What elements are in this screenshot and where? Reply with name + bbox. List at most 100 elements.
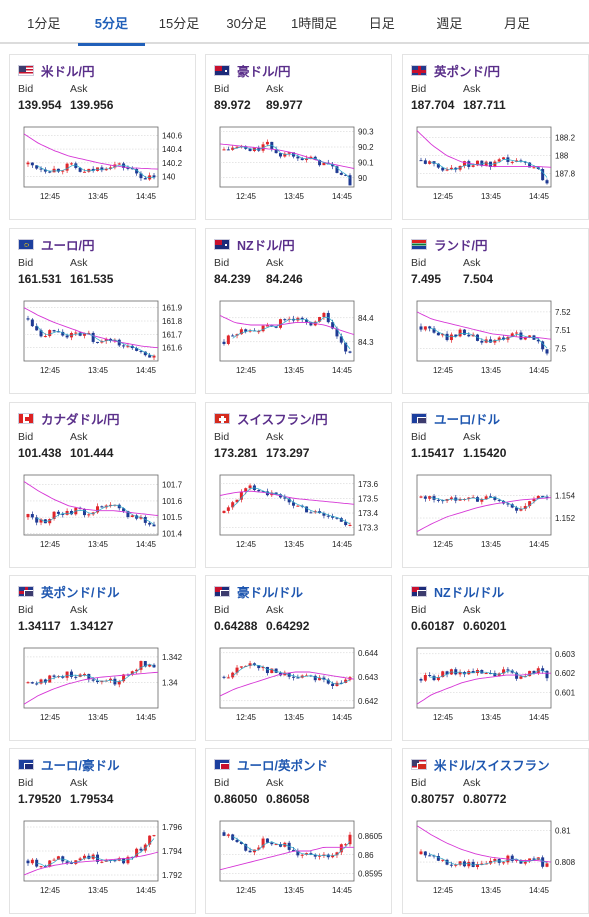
y-tick-label: 161.6: [162, 344, 183, 353]
candle-body: [523, 676, 527, 678]
candle-body: [43, 679, 47, 683]
candlestick-chart[interactable]: 7.52 7.51 7.5 12:45 13:45 14:45: [403, 295, 589, 393]
card-title[interactable]: 豪ドル/ドル: [214, 583, 303, 600]
candle-body: [109, 504, 113, 506]
rate-card[interactable]: 米ドル/スイスフラン Bid Ask 0.80757 0.80772 0.81 0.808 1…: [402, 748, 589, 914]
card-title[interactable]: 豪ドル/円: [214, 62, 291, 79]
pair-name[interactable]: 米ドル/円: [41, 64, 95, 79]
candle-body: [480, 340, 484, 343]
tab-4[interactable]: 1時間足: [291, 15, 338, 31]
candlestick-chart[interactable]: 1.154 1.152 12:45 13:45 14:45: [403, 469, 589, 567]
candle-body: [335, 166, 339, 173]
rate-card[interactable]: ユーロ/豪ドル Bid Ask 1.79520 1.79534 1.796 1.794 1.7…: [9, 748, 196, 914]
candle-body: [257, 490, 261, 492]
candlestick-chart[interactable]: 173.6 173.5 173.4 173.3 12:45 13:45 14:45: [206, 469, 393, 567]
candle-body: [65, 671, 69, 678]
candlestick-chart[interactable]: 84.4 84.3 12:45 13:45 14:45: [206, 295, 393, 393]
tab-1[interactable]: 5分足: [77, 0, 146, 46]
card-title[interactable]: 英ポンド/円: [411, 62, 500, 79]
tab-6[interactable]: 週足: [436, 15, 463, 31]
candle-body: [122, 345, 126, 347]
card-title[interactable]: ランド/円: [411, 236, 488, 253]
candle-body: [226, 507, 230, 511]
card-title[interactable]: 米ドル/スイスフラン: [411, 756, 550, 773]
candlestick-chart[interactable]: 0.8605 0.86 0.8595 12:45 13:45 14:45: [206, 815, 393, 913]
plot-frame: [23, 300, 159, 362]
candlestick-chart[interactable]: 1.796 1.794 1.792 12:45 13:45 14:45: [10, 815, 197, 913]
card-title[interactable]: NZドル/ドル: [411, 583, 505, 600]
candle-body: [139, 848, 143, 851]
bid-label: Bid: [411, 431, 427, 443]
card-title[interactable]: ユーロ/英ポンド: [214, 756, 328, 773]
rate-card[interactable]: カナダドル/円 Bid Ask 101.438 101.444 101.7 101.6 101…: [9, 402, 196, 568]
candle-body: [74, 676, 78, 678]
pair-name[interactable]: NZドル/円: [237, 238, 295, 253]
bid-value: 139.954: [18, 98, 62, 112]
candle-body: [113, 860, 117, 862]
rate-card[interactable]: NZドル/円 Bid Ask 84.239 84.246 84.4 84.3 12:45 13:…: [205, 228, 392, 394]
candle-body: [532, 858, 536, 860]
candlestick-chart[interactable]: 90.3 90.2 90.1 90 12:45 13:45 14:45: [206, 121, 393, 219]
card-title[interactable]: 米ドル/円: [18, 62, 95, 79]
card-title[interactable]: ユーロ/円: [18, 236, 95, 253]
bid-label: Bid: [214, 83, 230, 95]
pair-name[interactable]: 豪ドル/円: [237, 64, 291, 79]
card-title[interactable]: NZドル/円: [214, 236, 295, 253]
candle-body: [48, 171, 52, 173]
card-title[interactable]: カナダドル/円: [18, 410, 120, 427]
flag-icon: [214, 758, 230, 770]
candle-body: [135, 348, 139, 351]
ma-short-line: [429, 159, 548, 178]
pair-name[interactable]: 英ポンド/ドル: [41, 585, 120, 600]
rate-card[interactable]: ユーロ/ドル Bid Ask 1.15417 1.15420 1.154 1.152 12:4…: [402, 402, 589, 568]
candle-body: [48, 518, 52, 524]
candle-body: [467, 497, 471, 500]
ma-long-line: [219, 490, 355, 505]
candle-body: [248, 330, 252, 332]
pair-name[interactable]: ユーロ/英ポンド: [237, 758, 328, 773]
candle-body: [480, 160, 484, 166]
candle-body: [261, 838, 265, 848]
candle-body: [117, 504, 121, 509]
pair-name[interactable]: ランド/円: [434, 238, 488, 253]
pair-name[interactable]: 英ポンド/円: [434, 64, 500, 79]
pair-name[interactable]: 米ドル/スイスフラン: [434, 758, 550, 773]
rate-card[interactable]: 英ポンド/円 Bid Ask 187.704 187.711 188.2 188 187.8 1…: [402, 54, 589, 220]
candlestick-chart[interactable]: 0.603 0.602 0.601 12:45 13:45 14:45: [403, 642, 589, 740]
rate-card[interactable]: ユーロ/円 Bid Ask 161.531 161.535 161.9 161.8 161.7…: [9, 228, 196, 394]
candlestick-chart[interactable]: 161.9 161.8 161.7 161.6 12:45 13:45 14:45: [10, 295, 197, 393]
candlestick-chart[interactable]: 140.6 140.4 140.2 140 12:45 13:45 14:45: [10, 121, 197, 219]
rate-card[interactable]: ユーロ/英ポンド Bid Ask 0.86050 0.86058 0.8605 0.86 0.…: [205, 748, 392, 914]
tab-7[interactable]: 月足: [503, 15, 530, 31]
candlestick-chart[interactable]: 0.644 0.643 0.642 12:45 13:45 14:45: [206, 642, 393, 740]
card-title[interactable]: ユーロ/ドル: [411, 410, 500, 427]
pair-name[interactable]: カナダドル/円: [41, 412, 120, 427]
candlestick-chart[interactable]: 1.342 1.34 12:45 13:45 14:45: [10, 642, 197, 740]
rate-card[interactable]: 豪ドル/円 Bid Ask 89.972 89.977 90.3 90.2 90.1 90 12:…: [205, 54, 392, 220]
x-tick-label: 13:45: [284, 192, 305, 201]
rate-card[interactable]: 米ドル/円 Bid Ask 139.954 139.956 140.6 140.4 140.2…: [9, 54, 196, 220]
candle-body: [231, 502, 235, 508]
card-title[interactable]: 英ポンド/ドル: [18, 583, 120, 600]
rate-card[interactable]: ランド/円 Bid Ask 7.495 7.504 7.52 7.51 7.5 12:45 13:…: [402, 228, 589, 394]
rate-card[interactable]: NZドル/ドル Bid Ask 0.60187 0.60201 0.603 0.602 0.6…: [402, 575, 589, 741]
tab-5[interactable]: 日足: [368, 15, 395, 31]
pair-name[interactable]: ユーロ/豪ドル: [41, 758, 120, 773]
tab-3[interactable]: 30分足: [226, 15, 267, 31]
card-title[interactable]: ユーロ/豪ドル: [18, 756, 120, 773]
candlestick-chart[interactable]: 188.2 188 187.8 12:45 13:45 14:45: [403, 121, 589, 219]
candle-body: [274, 149, 278, 154]
pair-name[interactable]: 豪ドル/ドル: [237, 585, 303, 600]
pair-name[interactable]: NZドル/ドル: [434, 585, 505, 600]
pair-name[interactable]: ユーロ/円: [41, 238, 95, 253]
candlestick-chart[interactable]: 101.7 101.6 101.5 101.4 12:45 13:45 14:45: [10, 469, 197, 567]
rate-card[interactable]: 豪ドル/ドル Bid Ask 0.64288 0.64292 0.644 0.643 0.64…: [205, 575, 392, 741]
candlestick-chart[interactable]: 0.81 0.808 12:45 13:45 14:45: [403, 815, 589, 913]
rate-card[interactable]: 英ポンド/ドル Bid Ask 1.34117 1.34127 1.342 1.34 12:4…: [9, 575, 196, 741]
pair-name[interactable]: スイスフラン/円: [237, 412, 328, 427]
tab-2[interactable]: 15分足: [158, 15, 200, 31]
card-title[interactable]: スイスフラン/円: [214, 410, 328, 427]
rate-card[interactable]: スイスフラン/円 Bid Ask 173.281 173.297 173.6 173.5 17…: [205, 402, 392, 568]
pair-name[interactable]: ユーロ/ドル: [434, 412, 500, 427]
tab-0[interactable]: 1分足: [27, 15, 61, 31]
